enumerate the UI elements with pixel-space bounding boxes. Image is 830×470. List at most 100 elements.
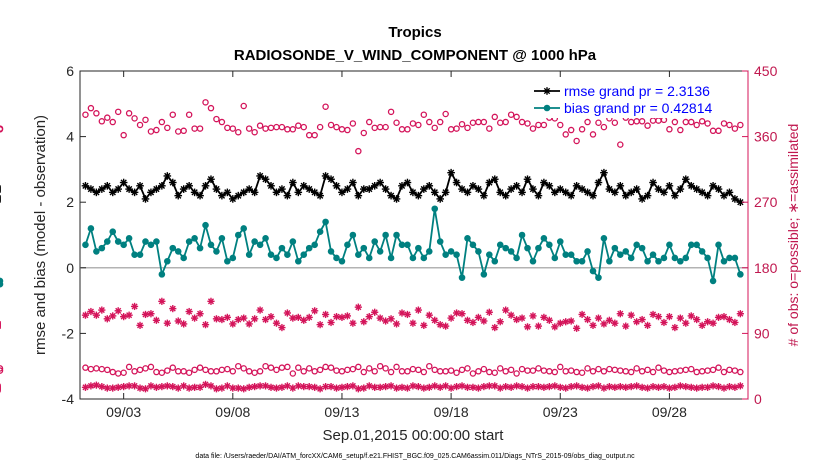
y2-tick-label: 450	[754, 63, 778, 79]
obs_assimilated_00z-point	[704, 318, 712, 326]
obs_assimilated_12z-point	[425, 383, 433, 391]
rmse-point	[114, 185, 123, 193]
bias-point	[551, 254, 559, 262]
obs_assimilated_12z-point	[409, 382, 417, 390]
obs_possible_00z-point	[382, 123, 389, 131]
obs_possible_00z-point	[153, 126, 160, 134]
legend-marker	[543, 104, 551, 112]
obs_assimilated_12z-point	[163, 382, 171, 390]
y-tick-label: -2	[62, 325, 75, 341]
obs_assimilated_00z-point	[452, 309, 461, 317]
obs_possible_00z-point	[300, 123, 308, 131]
rmse-point	[92, 188, 101, 197]
legend-box	[528, 80, 743, 118]
obs_possible_12z-point	[715, 364, 722, 371]
obs_possible_00z-point	[644, 122, 651, 129]
obs_possible_00z-point	[458, 120, 466, 128]
obs_assimilated_00z-point	[201, 321, 210, 329]
obs_assimilated_00z-point	[660, 318, 668, 327]
rmse-point	[545, 182, 554, 190]
bias-point	[393, 231, 400, 239]
obs_possible_00z-point	[180, 127, 187, 135]
y2-tick-label: 0	[754, 391, 762, 407]
x-tick-label: 09/13	[324, 404, 359, 420]
bias-point	[131, 251, 138, 258]
obs_assimilated_12z-point	[338, 383, 346, 391]
obs_possible_00z-point	[595, 119, 602, 127]
obs_possible_12z-point	[185, 369, 193, 377]
obs_possible_00z-point	[557, 121, 564, 129]
bias-point	[622, 248, 630, 255]
rmse-point	[163, 172, 172, 180]
obs_possible_12z-point	[507, 366, 515, 374]
bias-point	[573, 257, 580, 265]
bias-point	[649, 251, 657, 258]
obs_assimilated_00z-point	[332, 313, 341, 321]
obs_possible_12z-point	[600, 368, 608, 375]
obs_possible_00z-point	[235, 128, 242, 136]
obs_possible_00z-point	[589, 131, 597, 138]
rmse-point	[87, 185, 95, 193]
bias-point	[120, 241, 127, 249]
bias-point	[360, 244, 368, 252]
bias-point	[174, 248, 182, 255]
bias-point	[556, 238, 564, 245]
obs_assimilated_00z-point	[682, 319, 690, 327]
x-axis-label: Sep.01,2015 00:00:00 start	[323, 427, 505, 444]
chart-title: Tropics	[388, 24, 441, 41]
bias-point	[535, 244, 542, 252]
bias-point	[87, 225, 95, 232]
obs_possible_12z-point	[453, 369, 460, 377]
obs_assimilated_00z-point	[600, 320, 608, 328]
bias-point	[398, 241, 406, 249]
rmse-point	[321, 172, 330, 180]
obs_possible_00z-point	[415, 121, 422, 129]
obs_possible_12z-point	[578, 369, 586, 377]
rmse-point	[310, 188, 319, 197]
obs_assimilated_12z-point	[556, 383, 564, 391]
obs_possible_00z-point	[726, 121, 733, 129]
obs_assimilated_12z-point	[720, 384, 728, 392]
obs_assimilated_12z-point	[551, 382, 559, 390]
obs_assimilated_12z-point	[523, 384, 532, 392]
bias-point	[169, 244, 177, 252]
obs_assimilated_12z-point	[158, 383, 166, 391]
obs_assimilated_12z-point	[365, 382, 373, 390]
bias-point	[715, 241, 722, 249]
obs_possible_12z-point	[365, 365, 373, 372]
obs_possible_00z-point	[436, 118, 444, 126]
rmse-point	[605, 185, 614, 193]
rmse-point	[720, 191, 728, 200]
obs_assimilated_12z-point	[152, 383, 161, 391]
obs_assimilated_12z-point	[578, 383, 586, 391]
rmse-point	[501, 191, 510, 200]
bias-point	[316, 228, 324, 236]
bias-point	[698, 248, 706, 255]
rmse-point	[490, 175, 499, 184]
obs_assimilated_12z-point	[573, 382, 581, 390]
bias-point	[415, 244, 422, 252]
obs_assimilated_00z-point	[507, 311, 515, 319]
obs_possible_00z-point	[671, 118, 679, 126]
rmse-point	[299, 182, 308, 190]
obs_assimilated_12z-point	[289, 384, 297, 392]
obs_assimilated_00z-point	[431, 316, 439, 324]
obs_assimilated_00z-point	[360, 318, 368, 326]
obs_assimilated_12z-point	[665, 384, 674, 392]
bias-point	[278, 244, 286, 252]
obs_possible_12z-point	[256, 368, 264, 375]
obs_assimilated_00z-point	[382, 317, 390, 325]
rmse-point	[229, 195, 237, 203]
obs_possible_00z-point	[158, 118, 166, 126]
bias-point	[109, 228, 117, 236]
rmse-point	[534, 191, 543, 200]
obs_possible_00z-point	[693, 121, 700, 129]
legend-label: bias grand pr = 0.42814	[564, 100, 712, 116]
obs_assimilated_12z-point	[693, 384, 701, 392]
obs_assimilated_12z-point	[349, 382, 357, 390]
bias-point	[660, 254, 668, 262]
obs_assimilated_12z-point	[540, 383, 548, 391]
obs_assimilated_12z-point	[414, 383, 422, 391]
obs_assimilated_00z-point	[594, 314, 603, 322]
